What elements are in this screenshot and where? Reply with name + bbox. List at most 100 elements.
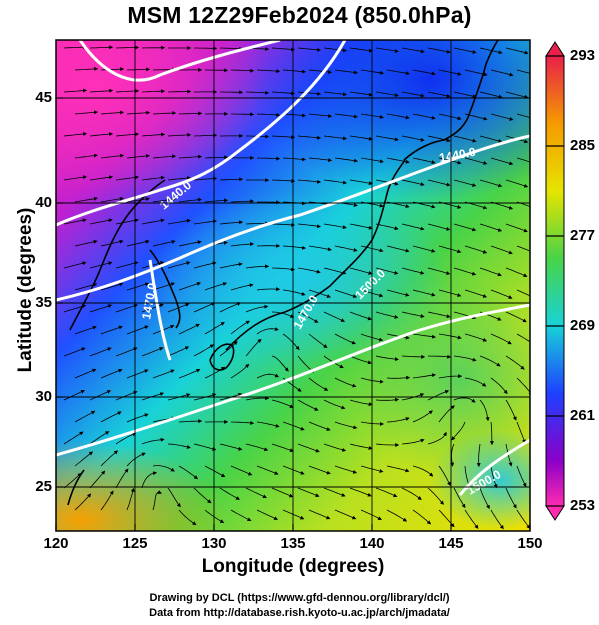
wind-streamline [152,154,177,159]
wind-streamline [74,493,92,511]
wind-streamline [453,267,477,276]
wind-streamline [412,113,436,120]
colorbar-top-triangle [545,41,565,57]
wind-streamline [167,218,191,225]
wind-streamline [245,487,267,499]
xtick-label: 125 [122,535,148,552]
wind-streamline [308,333,328,348]
wind-streamline [152,282,176,291]
wind-streamline [323,487,346,497]
wind-streamline [464,289,488,298]
wind-streamline [505,223,528,233]
wind-streamline [115,347,138,357]
wind-streamline [450,443,455,467]
wind-streamline [297,311,319,323]
wind-streamline [297,487,320,497]
wind-streamline [271,135,296,140]
wind-streamline [63,347,86,357]
wind-streamline [297,135,322,140]
credit-line-data: Data from http://database.rish.kyoto-u.a… [149,607,450,619]
wind-streamline [204,321,225,335]
wind-streamline [349,311,372,321]
colorbar-tick-label: 293 [570,47,596,64]
ytick-label: 45 [35,89,52,106]
wind-streamline [100,490,114,511]
wind-streamline [323,399,346,410]
wind-streamline [464,509,479,529]
wind-streamline [479,47,503,55]
wind-streamline [74,325,97,335]
ytick-label: 30 [35,388,52,405]
wind-streamline [193,302,216,313]
wind-streamline [453,223,477,232]
colorbar-tick-label: 285 [570,137,596,154]
wind-streamline [115,432,137,445]
wind-streamline [100,368,123,379]
wind-streamline [193,344,214,357]
wind-streamline [349,487,372,497]
wind-streamline [74,410,96,423]
wind-streamline [193,176,218,181]
wind-streamline [401,267,425,275]
wind-streamline [375,223,399,231]
wind-streamline [453,135,477,143]
wind-streamline [464,157,488,165]
wind-streamline [282,69,307,74]
wind-streamline [245,443,269,452]
wind-streamline [479,355,501,367]
wind-streamline [230,68,255,73]
wind-streamline [297,223,321,229]
wind-streamline [126,369,149,379]
wind-streamline [271,267,296,272]
wind-streamline [141,175,165,181]
ytick-label: 25 [35,478,52,495]
wind-streamline [349,355,372,365]
wind-streamline [167,132,192,137]
wind-streamline [349,179,373,186]
wind-streamline [282,245,307,250]
wind-streamline [490,333,512,345]
wind-streamline [412,465,434,477]
wind-streamline [401,47,425,54]
wind-streamline [100,67,125,72]
wind-streamline [204,282,228,291]
wind-streamline [152,465,175,472]
wind-streamline [453,91,477,99]
wind-streamline [245,264,270,269]
wind-streamline [323,267,347,275]
axis-ticks [55,97,531,531]
wind-streamline [489,421,494,446]
wind-streamline [516,509,530,529]
wind-streamline [204,465,226,477]
wind-streamline [126,487,135,511]
contour-1440 [56,40,347,227]
wind-streamline [505,47,529,55]
wind-streamline [334,245,358,252]
wind-streamline [375,355,399,362]
wind-streamline [479,487,490,510]
wind-streamline [375,311,399,319]
wind-streamline [100,450,119,467]
wind-streamline [178,111,203,116]
wind-streamline [401,223,425,231]
wind-streamline [141,437,165,445]
wind-streamline [63,261,87,269]
wind-streamline [401,393,425,401]
wind-streamline [323,311,346,322]
wind-streamline [245,90,270,95]
contour-1500-b [458,438,530,496]
wind-streamline [505,487,517,509]
wind-streamline [89,261,113,269]
wind-streamline [438,245,462,254]
wind-streamline [167,487,181,508]
wind-streamline [152,490,162,511]
wind-streamline [334,289,358,298]
hokkaido-coastline [403,111,471,161]
wind-streamline [219,487,241,500]
wind-streamline [516,69,530,74]
contour-1470 [56,134,530,302]
xtick-label: 150 [517,535,543,552]
wind-streamline [271,487,294,498]
wind-streamline [438,113,462,121]
